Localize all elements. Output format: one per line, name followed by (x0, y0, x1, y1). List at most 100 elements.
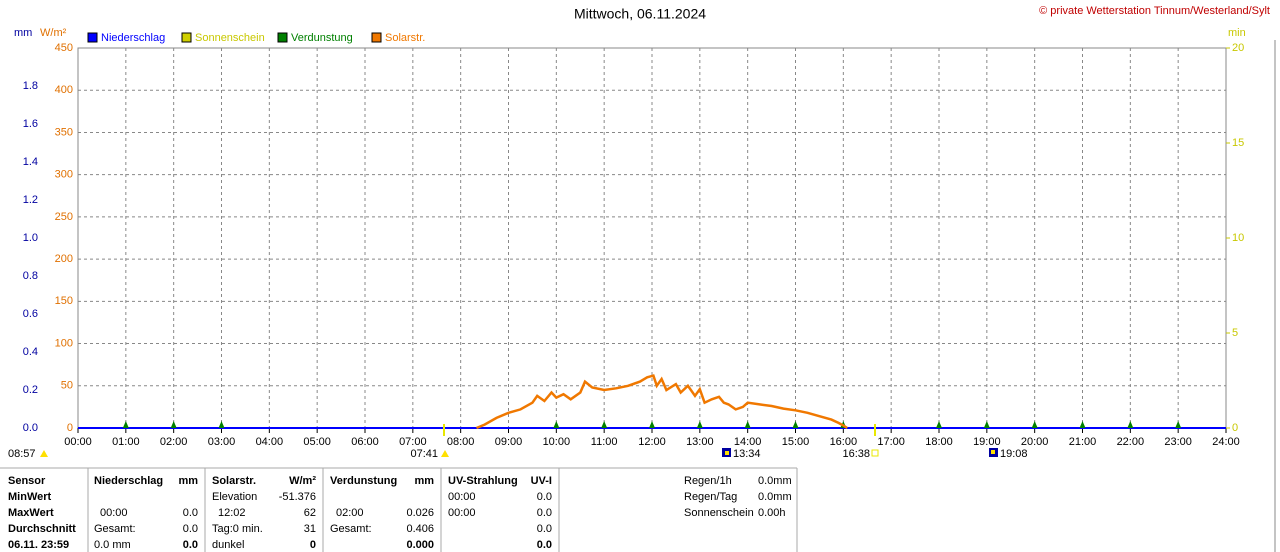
cell-value: 0.0 (537, 539, 552, 551)
marker (983, 421, 990, 428)
cell-value: 31 (304, 523, 316, 535)
axis-unit: mm (14, 27, 32, 39)
cell-value: 0.026 (406, 507, 434, 519)
summary-label: Regen/Tag (684, 491, 737, 503)
cell-label: 00:00 (448, 507, 476, 519)
x-tick-label: 22:00 (1117, 436, 1145, 448)
y-tick-label: 50 (61, 380, 73, 392)
x-tick-label: 03:00 (208, 436, 236, 448)
cell-label: 02:00 (336, 507, 364, 519)
moon-icon (725, 451, 729, 455)
marker (170, 421, 177, 428)
cell-value: 0 (310, 539, 316, 551)
legend-label: Verdunstung (291, 32, 353, 44)
cell-label: 00:00 (100, 507, 128, 519)
cell-value: 0.0 (537, 491, 552, 503)
cell-label: 12:02 (218, 507, 246, 519)
x-tick-label: 13:00 (686, 436, 714, 448)
axis-unit: min (1228, 27, 1246, 39)
cell-label: Tag:0 min. (212, 523, 263, 535)
x-tick-label: 06:00 (351, 436, 379, 448)
x-tick-label: 18:00 (925, 436, 953, 448)
x-tick-label: 16:00 (830, 436, 858, 448)
marker (936, 421, 942, 428)
group-unit: UV-I (531, 475, 552, 487)
x-tick-label: 15:00 (782, 436, 810, 448)
x-tick-label: 01:00 (112, 436, 140, 448)
legend-swatch (277, 32, 288, 43)
annotation: 08:57 (8, 448, 36, 460)
y-tick-label: 100 (55, 337, 73, 349)
legend-label: Sonnenschein (195, 32, 265, 44)
marker (1079, 421, 1086, 428)
marker (553, 421, 560, 428)
y-tick-label: 1.6 (23, 118, 38, 130)
y-tick-label: 15 (1232, 137, 1244, 149)
chart-title: Mittwoch, 06.11.2024 (574, 6, 706, 22)
group-header: Verdunstung (330, 475, 397, 487)
x-tick-label: 19:00 (973, 436, 1001, 448)
summary-label: Regen/1h (684, 475, 732, 487)
cell-label: dunkel (212, 539, 244, 551)
cell-value: 0.000 (406, 539, 434, 551)
group-unit: W/m² (289, 475, 316, 487)
x-tick-label: 04:00 (256, 436, 284, 448)
axis-unit: W/m² (40, 27, 67, 39)
moon-icon (991, 450, 995, 454)
x-tick-label: 09:00 (495, 436, 523, 448)
group-unit: mm (178, 475, 198, 487)
summary-label: Sonnenschein (684, 507, 754, 519)
cell-label: Gesamt: (94, 523, 136, 535)
summary-value: 0.0mm (758, 475, 792, 487)
legend-label: Niederschlag (101, 32, 165, 44)
group-unit: mm (414, 475, 434, 487)
cell-label: Gesamt: (330, 523, 372, 535)
cell-value: 0.0 (183, 507, 198, 519)
y-tick-label: 0 (1232, 422, 1238, 434)
x-tick-label: 14:00 (734, 436, 762, 448)
sun-icon (871, 449, 879, 457)
sun-icon (40, 450, 48, 457)
row-label: Durchschnitt (8, 523, 76, 535)
x-tick-label: 23:00 (1164, 436, 1192, 448)
x-tick-label: 00:00 (64, 436, 92, 448)
legend-swatch (371, 32, 382, 43)
x-tick-label: 24:00 (1212, 436, 1240, 448)
marker (122, 421, 129, 428)
sun-icon (441, 450, 449, 457)
y-tick-label: 5 (1232, 327, 1238, 339)
y-tick-label: 400 (55, 84, 73, 96)
cell-label: 00:00 (448, 491, 476, 503)
y-tick-label: 0.4 (23, 346, 38, 358)
annotation: 13:34 (733, 448, 761, 460)
cell-label: Elevation (212, 491, 257, 503)
cell-value: 0.0 (183, 539, 198, 551)
x-tick-label: 08:00 (447, 436, 475, 448)
y-tick-label: 1.2 (23, 194, 38, 206)
summary-value: 0.00h (758, 507, 786, 519)
marker (649, 421, 655, 428)
cell-value: 0.0 (537, 507, 552, 519)
x-tick-label: 12:00 (638, 436, 666, 448)
marker (1031, 421, 1038, 428)
marker (218, 421, 225, 428)
y-tick-label: 200 (55, 253, 73, 265)
marker (696, 421, 703, 428)
x-tick-label: 07:00 (399, 436, 427, 448)
marker (792, 421, 799, 428)
x-tick-label: 20:00 (1021, 436, 1049, 448)
legend-swatch (181, 32, 192, 43)
annotation: 16:38 (842, 448, 870, 460)
y-tick-label: 0 (67, 422, 73, 434)
x-tick-label: 05:00 (303, 436, 331, 448)
x-tick-label: 17:00 (877, 436, 905, 448)
y-tick-label: 150 (55, 295, 73, 307)
y-tick-label: 300 (55, 169, 73, 181)
y-tick-label: 1.4 (23, 156, 38, 168)
y-tick-label: 350 (55, 126, 73, 138)
y-tick-label: 0.2 (23, 384, 38, 396)
marker (744, 421, 751, 428)
y-tick-label: 0.0 (23, 422, 38, 434)
